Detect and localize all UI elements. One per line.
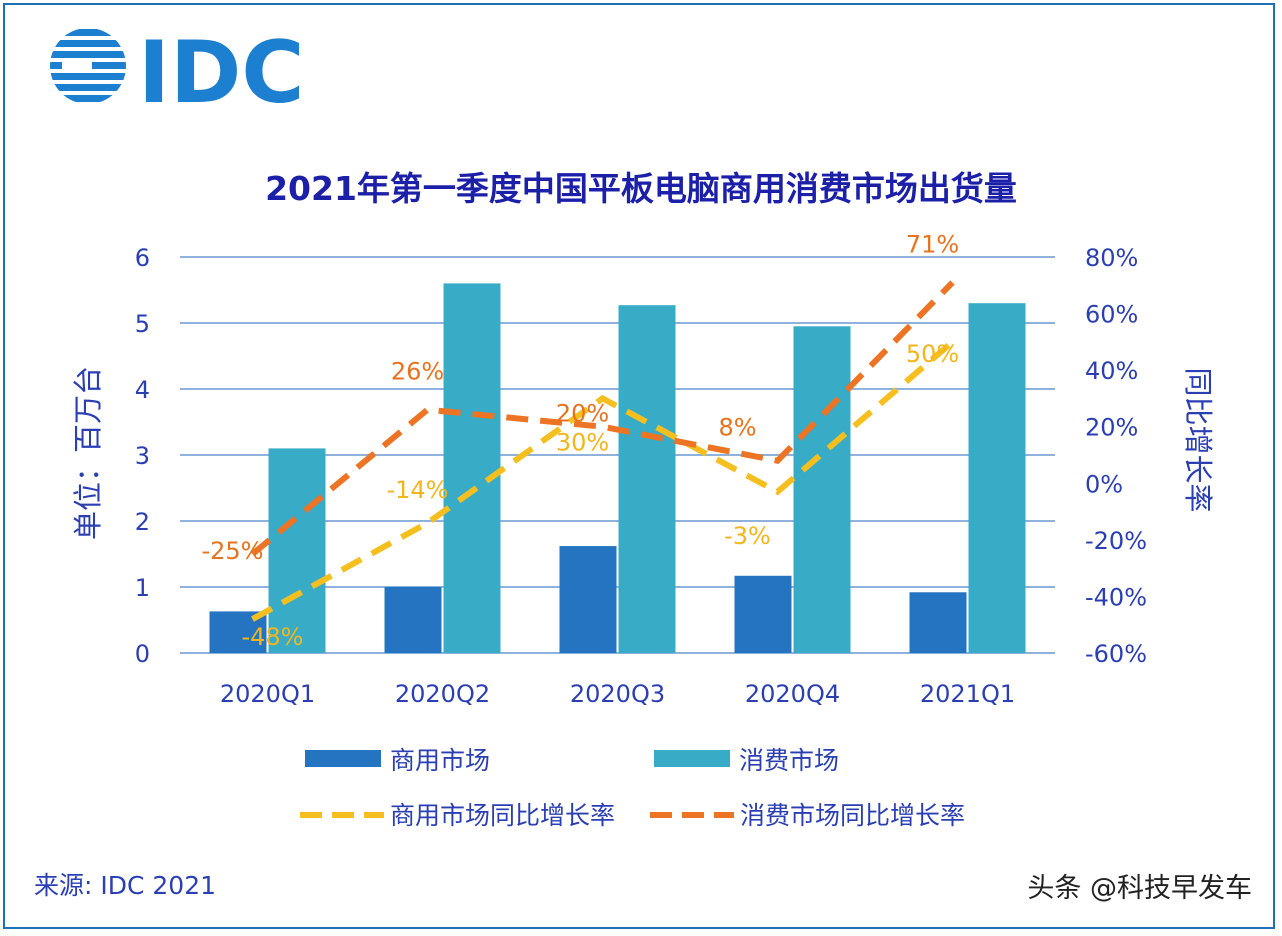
y2-tick-label: 60% bbox=[1085, 301, 1138, 329]
bar bbox=[443, 283, 501, 653]
legend-label: 消费市场同比增长率 bbox=[740, 801, 965, 830]
data-label: 50% bbox=[906, 340, 959, 368]
bar bbox=[968, 303, 1026, 653]
data-label: 20% bbox=[556, 400, 609, 428]
legend-label: 商用市场 bbox=[390, 746, 490, 775]
chart-title: 2021年第一季度中国平板电脑商用消费市场出货量 bbox=[265, 169, 1017, 208]
y2-tick-label: 0% bbox=[1085, 470, 1123, 498]
y-axis-right-ticks: -60% -40% -20% 0% 20% 40% 60% 80% bbox=[1085, 244, 1147, 668]
x-tick-label: 2020Q2 bbox=[395, 680, 490, 708]
x-tick-label: 2021Q1 bbox=[920, 680, 1015, 708]
bar bbox=[559, 546, 617, 653]
data-label: 26% bbox=[391, 358, 444, 386]
y-tick-label: 1 bbox=[135, 574, 150, 602]
globe-icon bbox=[50, 29, 126, 102]
bar bbox=[734, 575, 792, 653]
y-tick-label: 0 bbox=[135, 640, 150, 668]
bar bbox=[909, 592, 967, 653]
y2-tick-label: -60% bbox=[1085, 640, 1147, 668]
growth-line bbox=[251, 339, 955, 622]
data-label: 71% bbox=[906, 230, 959, 258]
x-tick-label: 2020Q4 bbox=[745, 680, 840, 708]
data-label: -3% bbox=[724, 522, 771, 550]
logo-text: IDC bbox=[138, 26, 305, 108]
y-tick-label: 3 bbox=[135, 442, 150, 470]
source-note: 来源: IDC 2021 bbox=[34, 871, 216, 900]
data-label: -48% bbox=[241, 623, 303, 651]
idc-logo: IDC bbox=[50, 26, 305, 108]
bar bbox=[384, 587, 442, 653]
y-axis-left-ticks: 0 1 2 3 4 5 6 bbox=[135, 244, 150, 668]
bar bbox=[793, 326, 851, 653]
x-axis-ticks: 2020Q1 2020Q2 2020Q3 2020Q4 2021Q1 bbox=[220, 680, 1015, 708]
y2-tick-label: -40% bbox=[1085, 583, 1147, 611]
y-tick-label: 6 bbox=[135, 244, 150, 272]
data-label: 8% bbox=[718, 414, 756, 442]
growth-lines bbox=[250, 280, 955, 622]
growth-line bbox=[250, 280, 955, 557]
y2-tick-label: 20% bbox=[1085, 414, 1138, 442]
watermark: 头条 @科技早发车 bbox=[1027, 873, 1252, 904]
legend-label: 商用市场同比增长率 bbox=[390, 801, 615, 830]
data-label: 30% bbox=[556, 428, 609, 456]
legend-swatch bbox=[305, 750, 381, 767]
legend-swatch bbox=[654, 750, 730, 767]
y-axis-title: 单位：百万台 bbox=[71, 366, 105, 540]
x-tick-label: 2020Q3 bbox=[570, 680, 665, 708]
data-label: -14% bbox=[386, 476, 448, 504]
data-label: -25% bbox=[201, 537, 263, 565]
bars bbox=[209, 283, 1026, 653]
bar bbox=[618, 305, 676, 653]
x-tick-label: 2020Q1 bbox=[220, 680, 315, 708]
data-labels: -48% -14% 30% -3% 50% -25% 26% 20% 8% 71% bbox=[201, 230, 959, 651]
y-tick-label: 5 bbox=[135, 310, 150, 338]
y-tick-label: 2 bbox=[135, 508, 150, 536]
y2-tick-label: 40% bbox=[1085, 357, 1138, 385]
y2-tick-label: -20% bbox=[1085, 527, 1147, 555]
y2-axis-title: 同比增长率 bbox=[1181, 367, 1215, 512]
y2-tick-label: 80% bbox=[1085, 244, 1138, 272]
gridlines bbox=[180, 256, 1055, 654]
y-tick-label: 4 bbox=[135, 376, 150, 404]
legend-label: 消费市场 bbox=[739, 746, 839, 775]
bar bbox=[268, 448, 326, 653]
